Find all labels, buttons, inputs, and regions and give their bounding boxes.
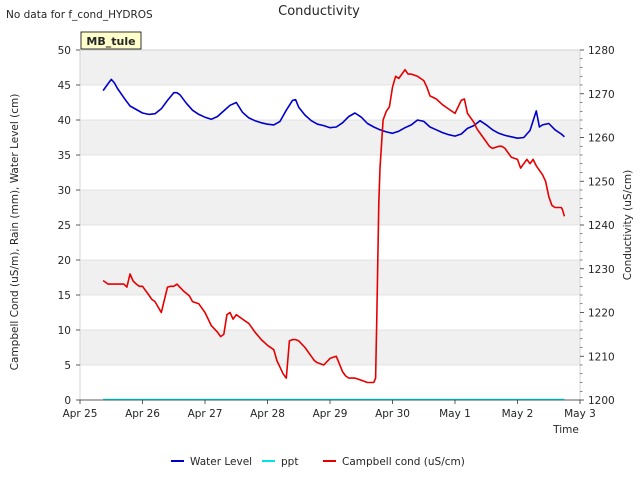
y-left-tick-label: 50 bbox=[58, 45, 71, 57]
y-left-tick-label: 30 bbox=[58, 185, 71, 197]
x-tick-label: May 2 bbox=[502, 408, 534, 420]
y-right-tick-label: 1260 bbox=[588, 133, 615, 145]
y-axis-right: 1200 1210 1220 1230 1240 1250 1260 1270 1280 bbox=[580, 45, 615, 407]
background-band bbox=[80, 260, 580, 295]
y-left-tick-label: 10 bbox=[58, 325, 71, 337]
x-tick-label: Apr 28 bbox=[250, 408, 285, 420]
x-tick-label: May 3 bbox=[564, 408, 596, 420]
series-line-campbell-cond-us-cm bbox=[102, 68, 566, 384]
x-tick-label: Apr 26 bbox=[125, 408, 160, 420]
y-right-tick-label: 1200 bbox=[588, 395, 615, 407]
y-axis-left-label: Campbell Cond (uS/m), Rain (mm), Water L… bbox=[9, 94, 21, 371]
y-left-tick-label: 45 bbox=[58, 80, 71, 92]
y-left-tick-label: 35 bbox=[58, 150, 71, 162]
y-right-tick-label: 1270 bbox=[588, 89, 615, 101]
no-data-note: No data for f_cond_HYDROS bbox=[6, 9, 153, 21]
background-band bbox=[80, 50, 580, 85]
chart-title: Conductivity bbox=[278, 4, 360, 19]
site-label: MB_tule bbox=[86, 35, 135, 48]
y-right-tick-label: 1280 bbox=[588, 45, 615, 57]
y-axis-left: 0 5 10 15 20 25 30 35 40 45 50 bbox=[58, 45, 80, 407]
y-right-tick-label: 1240 bbox=[588, 220, 615, 232]
background-bands bbox=[80, 50, 580, 365]
y-left-tick-label: 0 bbox=[64, 395, 71, 407]
background-band bbox=[80, 190, 580, 225]
y-axis-right-label: Conductivity (uS/cm) bbox=[622, 170, 634, 280]
x-tick-label: Apr 30 bbox=[375, 408, 410, 420]
x-tick-label: Apr 25 bbox=[63, 408, 98, 420]
y-left-tick-label: 20 bbox=[58, 255, 71, 267]
background-band bbox=[80, 120, 580, 155]
y-right-tick-label: 1210 bbox=[588, 351, 615, 363]
y-right-tick-label: 1250 bbox=[588, 176, 615, 188]
legend-label: ppt bbox=[281, 456, 298, 468]
x-tick-label: Apr 27 bbox=[188, 408, 223, 420]
legend-label: Campbell cond (uS/cm) bbox=[342, 456, 465, 468]
y-left-tick-label: 5 bbox=[64, 360, 71, 372]
y-left-tick-label: 40 bbox=[58, 115, 71, 127]
legend: Water Level ppt Campbell cond (uS/cm) bbox=[171, 456, 465, 468]
x-tick-label: May 1 bbox=[439, 408, 471, 420]
y-left-tick-label: 25 bbox=[58, 220, 71, 232]
y-right-tick-label: 1230 bbox=[588, 264, 615, 276]
x-axis: Apr 25 Apr 26 Apr 27 Apr 28 Apr 29 Apr 30 May … bbox=[63, 399, 596, 420]
y-right-tick-label: 1220 bbox=[588, 308, 615, 320]
series-line-water-level bbox=[102, 78, 565, 139]
y-left-tick-label: 15 bbox=[58, 290, 71, 302]
site-label-box: MB_tule bbox=[80, 31, 142, 50]
background-band bbox=[80, 330, 580, 365]
x-tick-label: Apr 29 bbox=[313, 408, 348, 420]
legend-label: Water Level bbox=[190, 456, 252, 468]
x-axis-label: Time bbox=[552, 424, 579, 436]
